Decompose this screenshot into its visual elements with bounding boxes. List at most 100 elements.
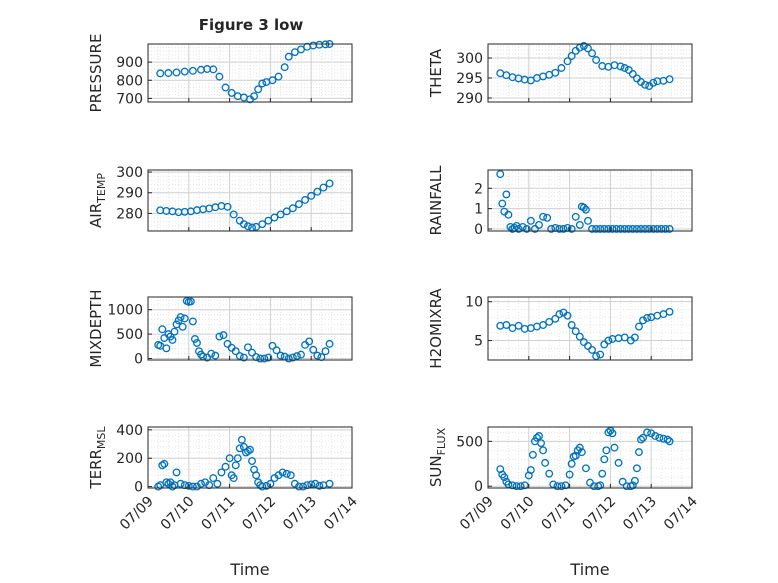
data-point bbox=[309, 345, 318, 354]
data-point bbox=[567, 52, 576, 60]
data-point bbox=[584, 216, 592, 225]
data-point bbox=[190, 335, 199, 343]
data-point bbox=[598, 469, 607, 478]
data-point bbox=[653, 225, 662, 233]
x-tick-label: 07/09 bbox=[457, 494, 497, 534]
y-tick-label: 900 bbox=[116, 55, 143, 71]
data-point bbox=[516, 482, 525, 491]
y-axis-label: TERRMSL bbox=[87, 426, 108, 490]
figure-title: Figure 3 low bbox=[199, 16, 304, 34]
data-point bbox=[162, 344, 171, 353]
y-tick-label: 5 bbox=[474, 334, 483, 350]
data-point bbox=[246, 445, 254, 454]
data-point bbox=[168, 336, 177, 344]
data-point bbox=[588, 225, 596, 233]
data-point bbox=[528, 450, 537, 459]
data-point bbox=[565, 470, 574, 479]
data-point bbox=[514, 321, 523, 330]
data-point bbox=[665, 225, 674, 233]
x-tick-label: 07/12 bbox=[239, 494, 279, 534]
data-point bbox=[207, 349, 216, 358]
data-point bbox=[325, 179, 334, 188]
data-point bbox=[299, 482, 307, 491]
data-point bbox=[502, 321, 511, 329]
data-point bbox=[604, 336, 613, 345]
axes-frame bbox=[147, 426, 353, 489]
data-point bbox=[632, 225, 641, 233]
data-point bbox=[657, 225, 666, 233]
data-point bbox=[637, 225, 645, 233]
data-point bbox=[211, 203, 220, 212]
data-point bbox=[270, 213, 279, 222]
axes-frame bbox=[147, 43, 353, 103]
data-point bbox=[508, 481, 517, 490]
data-point bbox=[244, 343, 252, 352]
data-point bbox=[188, 317, 197, 326]
data-point bbox=[639, 316, 647, 325]
data-point bbox=[567, 225, 576, 233]
data-point bbox=[313, 187, 322, 196]
data-point bbox=[172, 68, 181, 77]
data-point bbox=[643, 314, 652, 322]
axes-frame bbox=[147, 296, 353, 361]
data-point bbox=[579, 42, 588, 50]
y-tick-label: 200 bbox=[116, 451, 143, 467]
data-point bbox=[592, 352, 601, 361]
panel-h2omixra: 5 10 H2OMIXRA bbox=[427, 288, 693, 369]
data-point bbox=[663, 435, 672, 444]
data-point bbox=[575, 443, 584, 452]
y-axis-label: PRESSURE bbox=[87, 34, 105, 113]
data-point bbox=[223, 202, 232, 211]
y-tick-label: 0 bbox=[474, 222, 483, 238]
x-tick-label: 07/11 bbox=[539, 494, 579, 534]
data-point bbox=[193, 338, 201, 347]
data-point bbox=[649, 225, 658, 233]
data-point bbox=[325, 479, 334, 488]
data-point bbox=[596, 481, 605, 490]
data-point bbox=[325, 339, 334, 348]
data-point bbox=[188, 482, 197, 491]
data-point bbox=[256, 354, 265, 363]
data-point bbox=[535, 432, 543, 440]
data-point bbox=[264, 353, 273, 362]
data-point bbox=[620, 64, 629, 72]
data-point bbox=[635, 448, 643, 457]
data-point bbox=[645, 225, 654, 233]
data-point bbox=[311, 479, 320, 488]
y-tick-label: 280 bbox=[116, 206, 143, 222]
data-point bbox=[258, 220, 267, 229]
data-point bbox=[567, 459, 576, 468]
data-point bbox=[176, 313, 185, 321]
data-point bbox=[272, 346, 281, 355]
data-point bbox=[288, 353, 297, 362]
data-point bbox=[221, 462, 230, 471]
data-point bbox=[559, 225, 568, 233]
y-axis-label: RAINFALL bbox=[427, 165, 445, 236]
y-tick-label: 10 bbox=[465, 295, 483, 311]
data-point bbox=[551, 314, 560, 323]
data-point bbox=[229, 474, 238, 483]
data-point bbox=[231, 461, 240, 470]
data-point bbox=[508, 73, 517, 82]
x-axis-label: Time bbox=[569, 560, 609, 579]
data-point bbox=[225, 454, 234, 463]
data-point bbox=[156, 69, 165, 78]
data-point bbox=[545, 469, 554, 478]
data-point bbox=[557, 482, 566, 491]
panel-air_temp: 280 290 300 AIRTEMP bbox=[87, 165, 353, 232]
y-tick-label: 2 bbox=[474, 181, 483, 197]
axes-frame bbox=[487, 296, 693, 361]
axes-frame bbox=[487, 426, 693, 489]
data-point bbox=[215, 72, 224, 81]
data-point bbox=[197, 350, 205, 359]
data-point bbox=[641, 225, 650, 233]
data-point bbox=[571, 327, 580, 336]
data-point bbox=[319, 183, 328, 192]
panel-terr_msl: 0 200 400 TERRMSL 07/09 07/10 07/11 07/12 07/13 0… bbox=[87, 423, 361, 579]
data-point bbox=[178, 322, 187, 331]
data-point bbox=[244, 222, 252, 231]
data-point bbox=[624, 225, 633, 233]
data-point bbox=[555, 310, 564, 319]
data-point bbox=[278, 468, 287, 477]
data-point bbox=[610, 61, 619, 70]
